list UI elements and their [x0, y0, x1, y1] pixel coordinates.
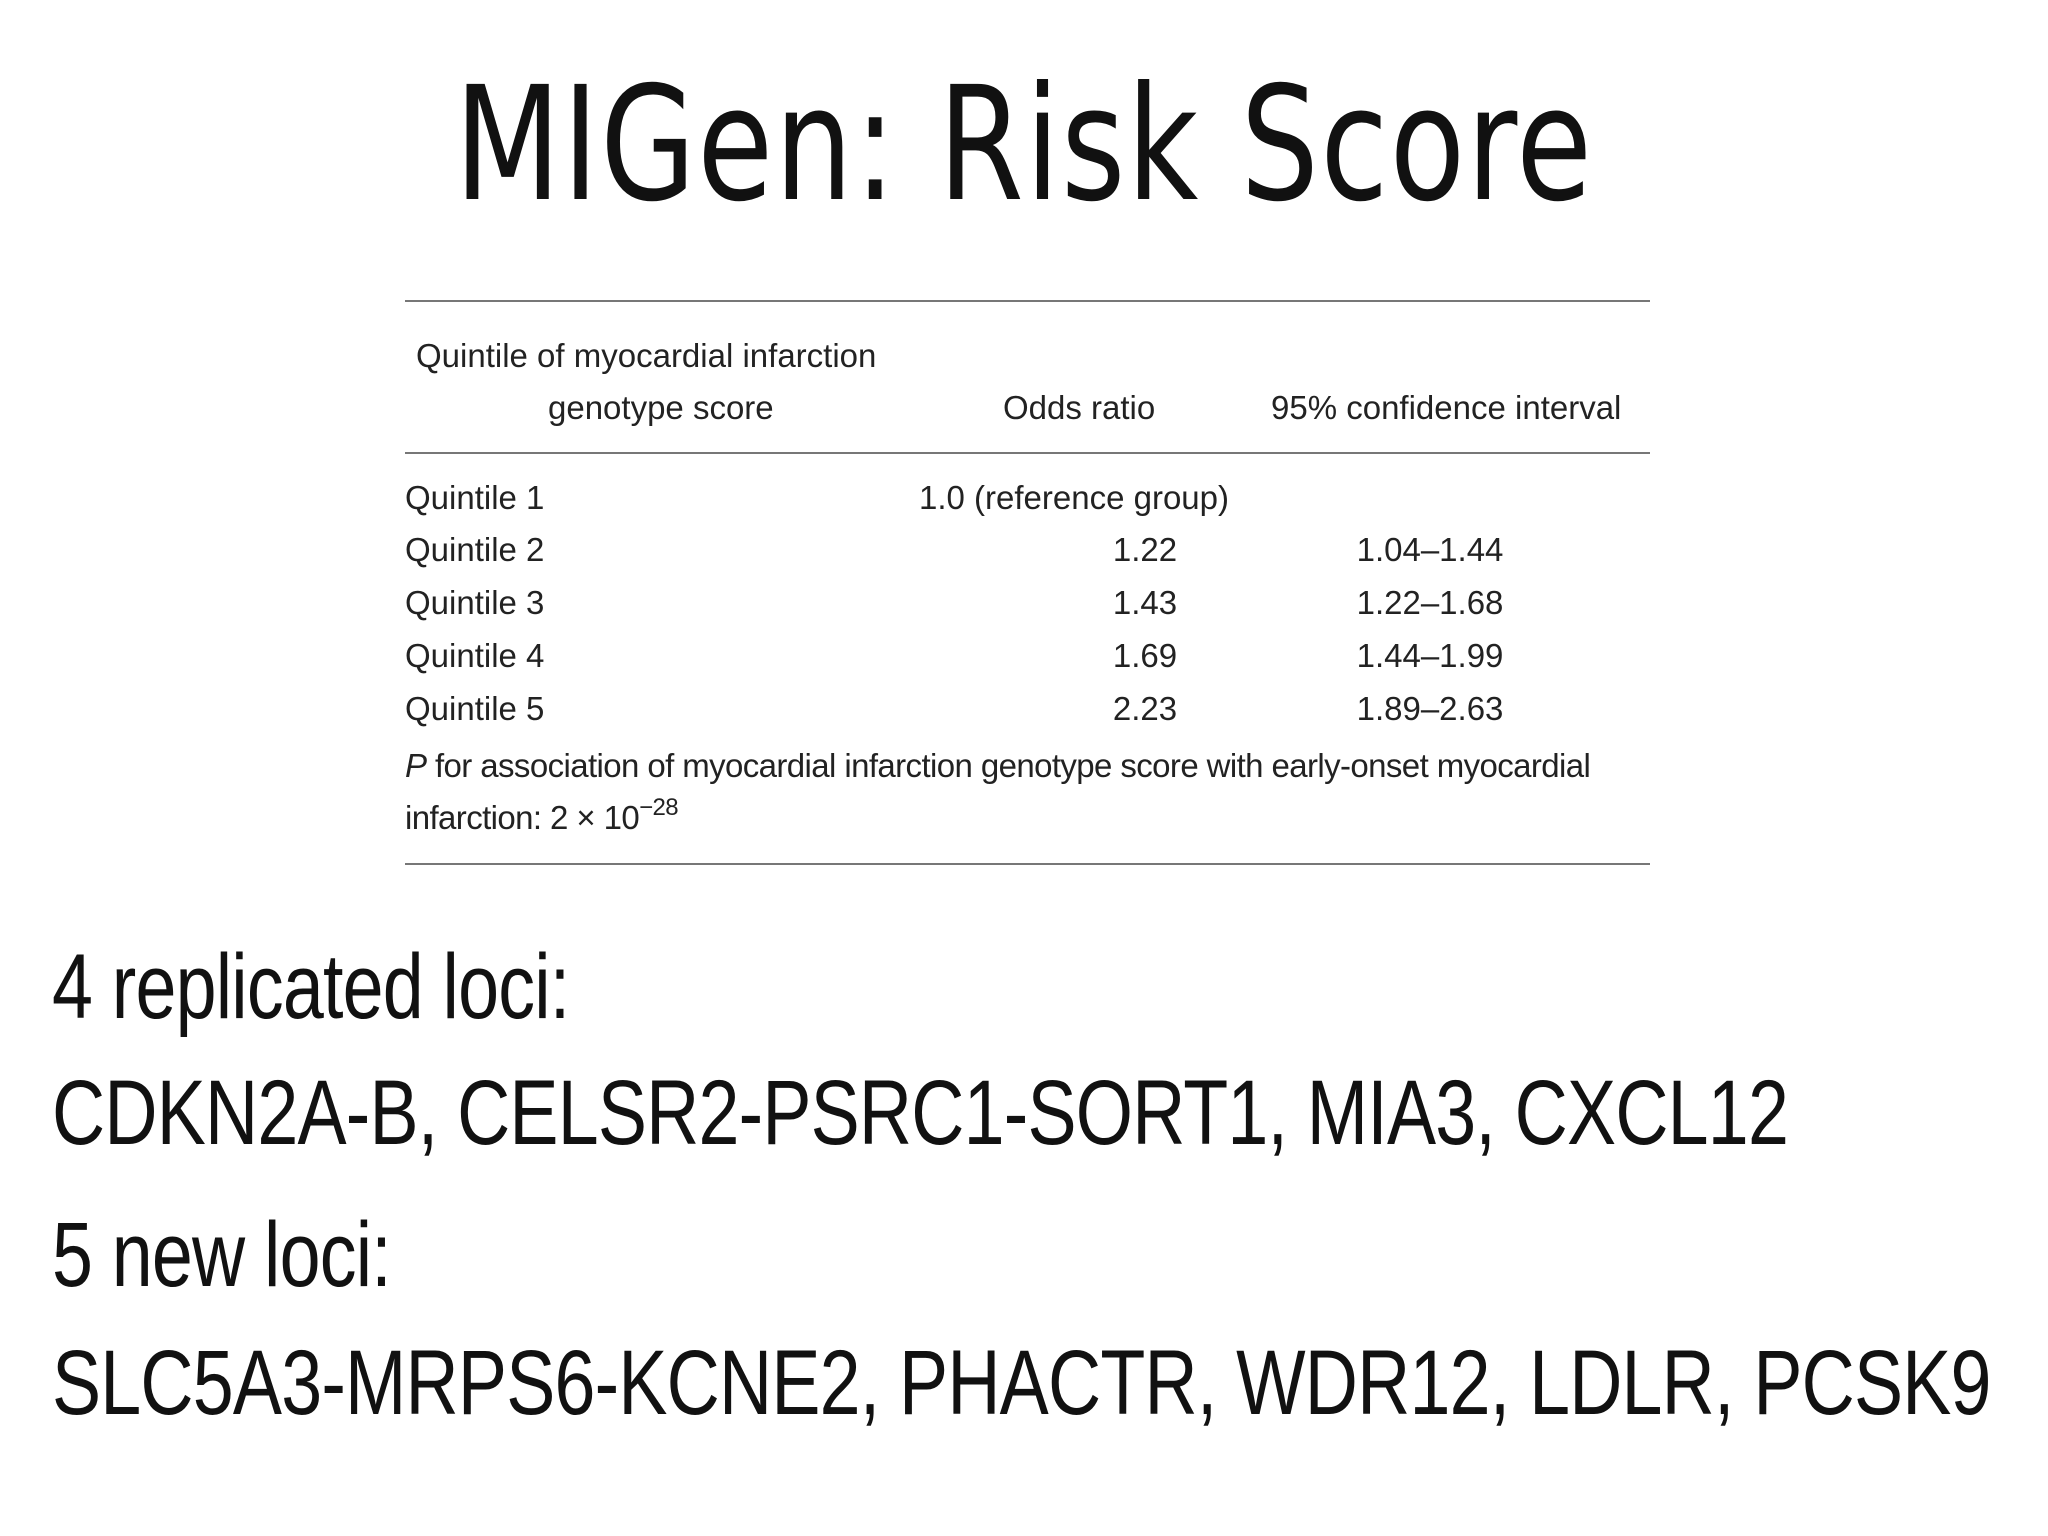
replicated-loci-list: CDKN2A-B, CELSR2-PSRC1-SORT1, MIA3, CXCL… — [52, 1062, 1789, 1164]
row-5-label: Quintile 5 — [405, 690, 545, 727]
risk-score-table: Quintile of myocardial infarction genoty… — [405, 300, 1650, 866]
table-footnote: P for association of myocardial infarcti… — [405, 740, 1650, 844]
row-4-ci: 1.44–1.99 — [1356, 637, 1504, 674]
row-2-ci: 1.04–1.44 — [1356, 531, 1504, 568]
new-loci-heading: 5 new loci: — [52, 1204, 392, 1306]
replicated-loci-heading: 4 replicated loci: — [52, 936, 570, 1038]
header-quintile-line2: genotype score — [548, 389, 774, 426]
header-confidence-interval: 95% confidence interval — [1271, 389, 1622, 426]
table-bottom-rule — [405, 863, 1650, 865]
footnote-text-line1: for association of myocardial infarction… — [426, 747, 1591, 784]
row-1-odds-ratio: 1.0 (reference group) — [919, 479, 1230, 516]
footnote-text-line2: infarction: 2 × 10 — [405, 799, 640, 836]
row-5-ci: 1.89–2.63 — [1356, 690, 1504, 727]
row-1-label: Quintile 1 — [405, 479, 545, 516]
header-odds-ratio: Odds ratio — [1003, 389, 1156, 426]
row-4-odds-ratio: 1.69 — [1112, 637, 1178, 674]
row-3-ci: 1.22–1.68 — [1356, 584, 1504, 621]
table-top-rule — [405, 300, 1650, 302]
footnote-p-symbol: P — [405, 747, 427, 784]
row-2-label: Quintile 2 — [405, 531, 545, 568]
header-quintile-line1: Quintile of myocardial infarction — [416, 337, 877, 374]
slide-title: MIGen: Risk Score — [454, 53, 1594, 237]
row-2-odds-ratio: 1.22 — [1112, 531, 1178, 568]
footnote-exponent: −28 — [639, 794, 679, 821]
row-4-label: Quintile 4 — [405, 637, 545, 674]
row-3-odds-ratio: 1.43 — [1112, 584, 1178, 621]
table-header-rule — [405, 452, 1650, 454]
row-5-odds-ratio: 2.23 — [1112, 690, 1178, 727]
row-3-label: Quintile 3 — [405, 584, 545, 621]
new-loci-list: SLC5A3-MRPS6-KCNE2, PHACTR, WDR12, LDLR,… — [52, 1332, 1991, 1434]
